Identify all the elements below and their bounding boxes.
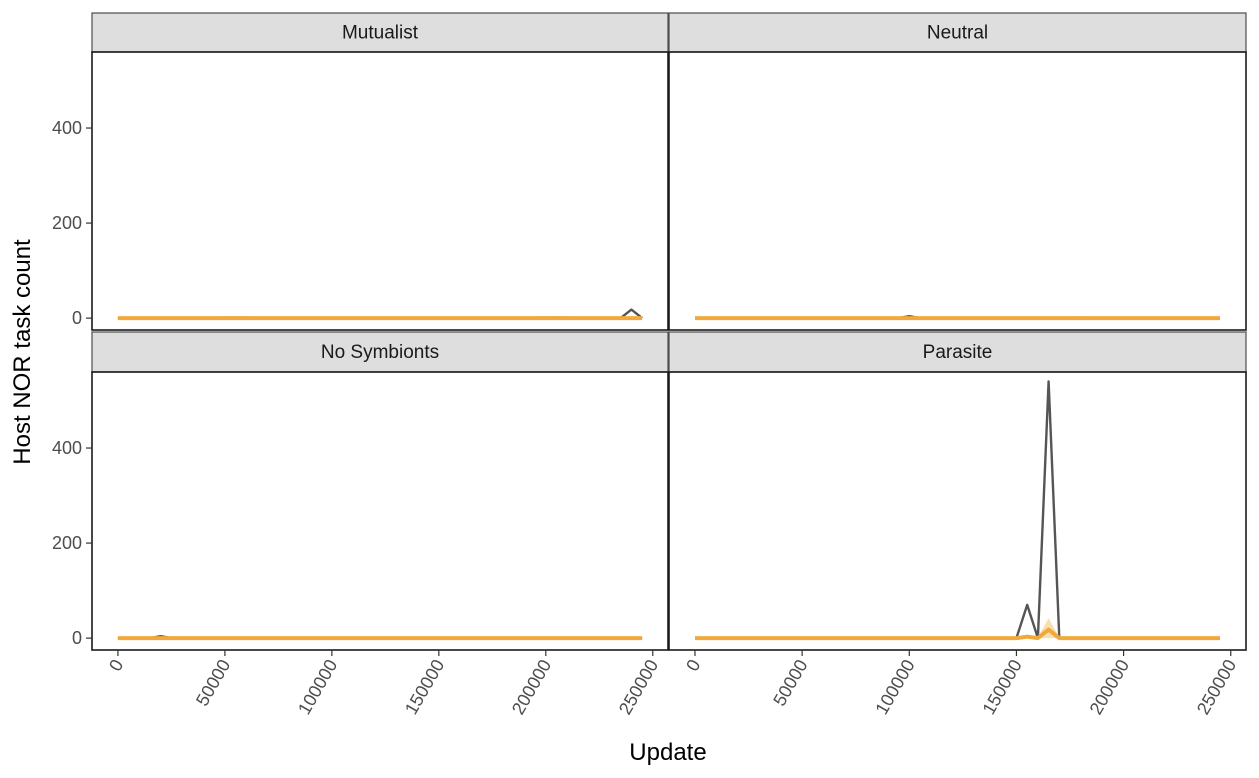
- x-tick-label: 250000: [615, 656, 662, 718]
- x-axis-title: Update: [629, 739, 706, 766]
- y-axis-title: Host NOR task count: [9, 239, 36, 465]
- y-tick-label: 400: [52, 438, 82, 458]
- replicate-line: [695, 380, 1220, 640]
- confidence-ribbon: [1016, 618, 1070, 639]
- y-tick-label: 0: [72, 308, 82, 328]
- x-tick-label: 0: [682, 656, 704, 675]
- mean-line: [695, 627, 1220, 641]
- facet-panels: Mutualist 0 200 400 Neutral No Symbionts 0 200 4…: [52, 12, 1247, 718]
- x-tick-label: 50000: [192, 656, 234, 709]
- x-tick-label: 150000: [401, 656, 448, 718]
- facet-strip-label: Parasite: [923, 342, 993, 363]
- x-tick-label: 200000: [1086, 656, 1133, 718]
- x-tick-label: 0: [105, 656, 127, 675]
- x-tick-label: 100000: [294, 656, 341, 718]
- panel-border: [91, 371, 669, 651]
- x-tick-label: 150000: [979, 656, 1026, 718]
- x-tick-label: 50000: [769, 656, 811, 709]
- x-tick-label: 250000: [1193, 656, 1240, 718]
- x-tick-label: 100000: [871, 656, 918, 718]
- facet-mutualist: Mutualist 0 200 400: [52, 12, 669, 331]
- facet-parasite: Parasite 0 50000 100000 150000 200000 250000: [668, 331, 1247, 718]
- facet-strip-label: Mutualist: [342, 23, 419, 44]
- facet-strip: [91, 331, 669, 373]
- y-tick-label: 200: [52, 213, 82, 233]
- facet-no-symbionts: No Symbionts 0 200 400 0 50000 100000 150000 200…: [52, 331, 669, 718]
- facet-strip: [91, 12, 669, 53]
- facet-neutral: Neutral: [668, 12, 1247, 331]
- facet-strip: [668, 331, 1247, 373]
- panel-border: [668, 51, 1247, 331]
- y-tick-label: 400: [52, 118, 82, 138]
- y-tick-label: 0: [72, 628, 82, 648]
- y-tick-label: 200: [52, 533, 82, 553]
- panel-border: [91, 51, 669, 331]
- facet-strip-label: No Symbionts: [321, 342, 439, 363]
- panel-border: [668, 371, 1247, 651]
- x-tick-label: 200000: [508, 656, 555, 718]
- facet-strip-label: Neutral: [927, 23, 988, 44]
